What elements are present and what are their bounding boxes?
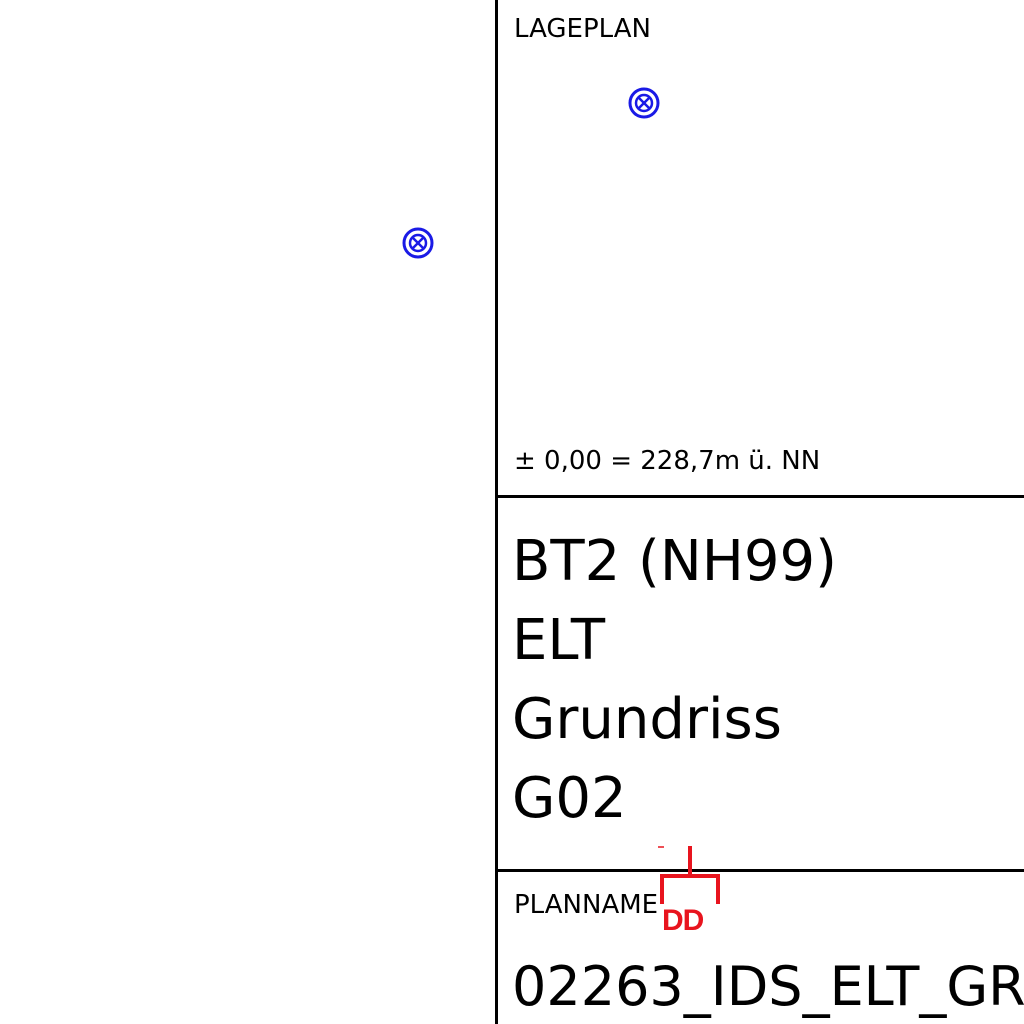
title-line-plan-type: Grundriss: [512, 687, 782, 752]
title-block-border-vertical: [495, 0, 498, 1024]
title-line-building: BT2 (NH99): [512, 529, 838, 594]
crossed-circle-lamp-icon: [402, 227, 434, 259]
title-block-divider-2: [498, 869, 1024, 872]
plan-name-value: 02263_IDS_ELT_GR: [512, 955, 1024, 1018]
elevation-note: ± 0,00 = 228,7m ü. NN: [514, 446, 821, 476]
title-block-divider-1: [498, 495, 1024, 498]
distribution-outlet-markup-icon: [658, 846, 720, 904]
plan-name-label: PLANNAME: [514, 890, 659, 920]
site-plan-label: LAGEPLAN: [514, 14, 651, 44]
crossed-circle-lamp-icon: [628, 87, 660, 119]
title-line-discipline: ELT: [512, 608, 606, 673]
title-line-level: G02: [512, 766, 627, 831]
markup-label: DD: [662, 904, 704, 937]
